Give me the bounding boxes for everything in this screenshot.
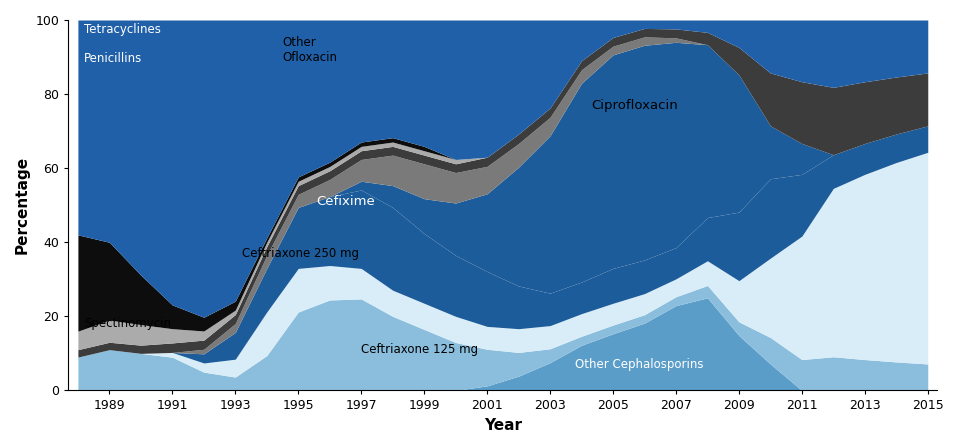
Text: Cefixime: Cefixime [316, 195, 374, 208]
Text: Spectinomycin: Spectinomycin [84, 317, 171, 330]
Text: Ceftriaxone 250 mg: Ceftriaxone 250 mg [242, 247, 359, 260]
Text: Tetracyclines: Tetracyclines [84, 23, 161, 36]
Text: Other
Ofloxacin: Other Ofloxacin [282, 36, 338, 64]
Text: Other Cephalosporins: Other Cephalosporins [575, 358, 704, 371]
Y-axis label: Percentage: Percentage [15, 156, 30, 254]
X-axis label: Year: Year [484, 418, 522, 433]
Text: Ciprofloxacin: Ciprofloxacin [591, 99, 678, 112]
Text: Penicillins: Penicillins [84, 52, 142, 65]
Text: Ceftriaxone 125 mg: Ceftriaxone 125 mg [361, 343, 478, 356]
